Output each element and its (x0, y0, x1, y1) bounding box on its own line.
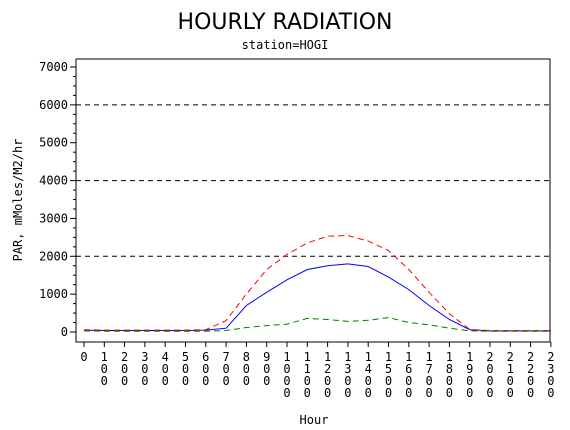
plot-frame (75, 58, 551, 343)
y-tick-label: 7000 (39, 60, 68, 74)
x-axis: 0 1 0 0 2 0 0 3 0 0 4 0 0 5 0 0 6 0 0 7 0 0 8 0 0 9 0 0 1 0 0 0 1 1 0 0 1 2 0 0… (80, 342, 555, 400)
series-line-3 (83, 317, 551, 332)
y-tick-label: 1000 (39, 287, 68, 301)
y-axis: 0 1000 2000 3000 4000 5000 6000 7000 (39, 60, 76, 339)
y-tick-label: 4000 (39, 174, 68, 188)
y-tick-label: 3000 (39, 211, 68, 225)
x-axis-label: Hour (300, 413, 329, 427)
series-line-1 (83, 263, 551, 332)
chart-title: HOURLY RADIATION (178, 10, 393, 35)
chart-subtitle: station=HOGI (242, 38, 329, 52)
reference-lines (76, 104, 550, 257)
x-tick-label: 0 (80, 350, 87, 364)
y-tick-label: 2000 (39, 249, 68, 263)
y-axis-label: PAR, mMoles/M2/hr (11, 139, 25, 262)
y-tick-label: 6000 (39, 98, 68, 112)
series-line-2 (83, 234, 551, 331)
series-group (83, 234, 551, 332)
y-tick-label: 0 (61, 325, 68, 339)
y-tick-label: 5000 (39, 136, 68, 150)
